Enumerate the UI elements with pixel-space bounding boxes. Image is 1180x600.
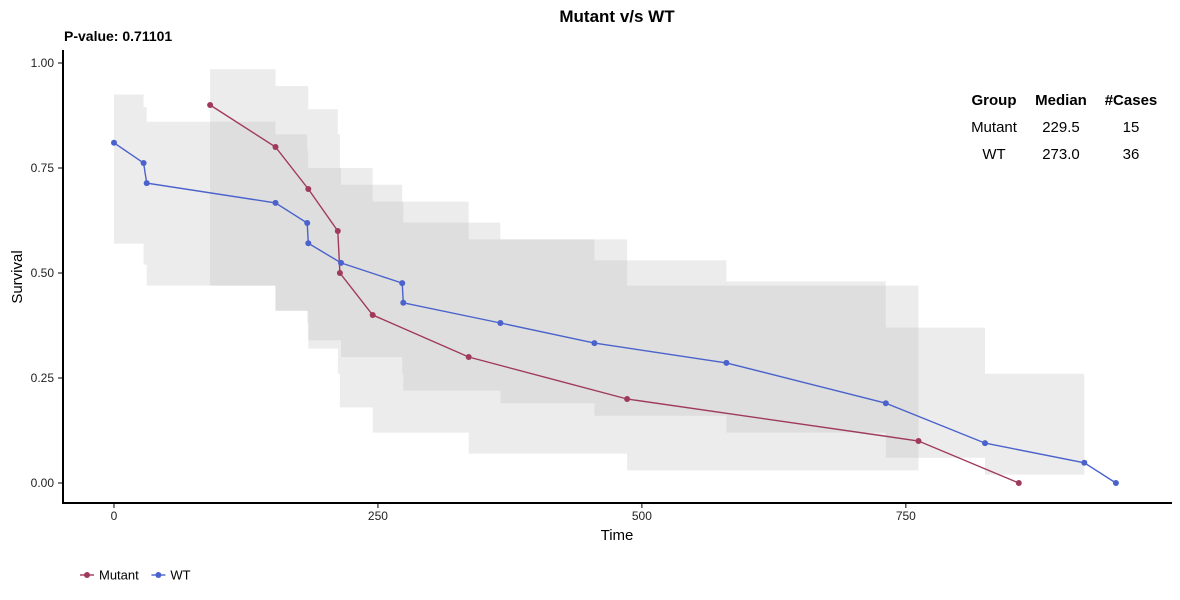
point-mutant	[1015, 480, 1022, 486]
chart-title: Mutant v/s WT	[559, 7, 675, 26]
legend: Mutant WT	[80, 568, 191, 583]
x-tick-label: 0	[111, 509, 118, 523]
point-mutant	[624, 396, 631, 402]
survival-points	[111, 102, 1119, 486]
point-mutant	[465, 354, 472, 360]
summary-table: Group Median #Cases Mutant 229.5 15 WT 273.0 36	[971, 92, 1157, 163]
y-tick-label: 0.50	[31, 266, 55, 280]
p-value-annotation: P-value: 0.71101	[64, 28, 172, 44]
legend-key-point	[84, 572, 90, 578]
y-axis-ticks: 0.00 0.25 0.50 0.75 1.00	[31, 56, 63, 490]
line-mutant	[209, 104, 1020, 484]
point-wt	[111, 139, 117, 146]
point-mutant	[207, 102, 214, 108]
table-cell: 15	[1123, 119, 1140, 136]
point-wt	[723, 359, 730, 366]
confidence-bands	[114, 69, 1085, 482]
point-mutant	[915, 438, 922, 444]
y-axis-title: Survival	[9, 250, 26, 303]
table-cell: 273.0	[1042, 146, 1080, 163]
point-wt	[1081, 459, 1088, 466]
x-axis-title: Time	[601, 527, 634, 544]
point-wt	[400, 299, 407, 306]
ci-band-wt	[114, 94, 1085, 482]
point-wt	[338, 259, 344, 266]
x-axis-ticks: 0 250 500 750	[111, 503, 916, 523]
table-header: Median	[1035, 92, 1087, 109]
table-header: #Cases	[1105, 92, 1158, 109]
y-tick-label: 0.75	[31, 161, 55, 175]
point-wt	[143, 180, 150, 187]
line-wt	[113, 142, 1117, 484]
table-header: Group	[972, 92, 1017, 109]
y-tick-label: 1.00	[31, 56, 55, 70]
table-cell: 229.5	[1042, 119, 1080, 136]
x-tick-label: 750	[896, 509, 916, 523]
point-wt	[982, 440, 988, 447]
point-wt	[399, 280, 406, 287]
legend-label: WT	[170, 568, 190, 583]
table-cell: WT	[982, 146, 1005, 163]
point-mutant	[334, 228, 341, 234]
table-cell: Mutant	[971, 119, 1018, 136]
ci-band-mutant	[210, 69, 919, 481]
point-mutant	[272, 144, 279, 150]
survival-lines	[113, 104, 1117, 484]
point-wt	[140, 160, 147, 166]
x-tick-label: 500	[632, 509, 652, 523]
point-wt	[497, 320, 504, 326]
point-wt	[591, 340, 598, 347]
table-cell: 36	[1123, 146, 1140, 163]
point-mutant	[369, 312, 376, 318]
y-tick-label: 0.00	[31, 476, 55, 490]
point-wt	[1112, 480, 1119, 486]
point-wt	[304, 220, 311, 226]
x-tick-label: 250	[368, 509, 388, 523]
y-tick-label: 0.25	[31, 371, 55, 385]
legend-key-point	[155, 572, 162, 578]
point-mutant	[305, 186, 312, 192]
point-wt	[272, 199, 279, 206]
legend-label: Mutant	[99, 568, 139, 583]
point-mutant	[336, 270, 343, 276]
point-wt	[882, 400, 889, 407]
point-wt	[305, 240, 312, 247]
